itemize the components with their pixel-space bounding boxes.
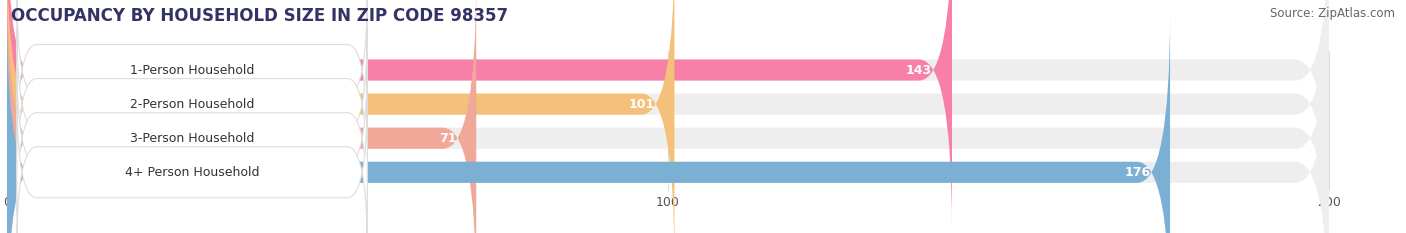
FancyBboxPatch shape — [7, 0, 477, 233]
FancyBboxPatch shape — [17, 0, 367, 147]
Text: OCCUPANCY BY HOUSEHOLD SIZE IN ZIP CODE 98357: OCCUPANCY BY HOUSEHOLD SIZE IN ZIP CODE … — [11, 7, 509, 25]
Text: 2-Person Household: 2-Person Household — [129, 98, 254, 111]
FancyBboxPatch shape — [7, 0, 1329, 230]
Text: 176: 176 — [1125, 166, 1150, 179]
FancyBboxPatch shape — [7, 0, 1329, 233]
FancyBboxPatch shape — [17, 96, 367, 233]
Text: 4+ Person Household: 4+ Person Household — [125, 166, 259, 179]
Text: 101: 101 — [628, 98, 655, 111]
Text: 1-Person Household: 1-Person Household — [129, 64, 254, 76]
FancyBboxPatch shape — [7, 12, 1170, 233]
Text: 71: 71 — [439, 132, 457, 145]
Text: 143: 143 — [905, 64, 932, 76]
FancyBboxPatch shape — [7, 0, 952, 230]
FancyBboxPatch shape — [17, 62, 367, 215]
Text: 3-Person Household: 3-Person Household — [129, 132, 254, 145]
FancyBboxPatch shape — [7, 0, 1329, 233]
Text: Source: ZipAtlas.com: Source: ZipAtlas.com — [1270, 7, 1395, 20]
FancyBboxPatch shape — [17, 27, 367, 181]
FancyBboxPatch shape — [7, 12, 1329, 233]
FancyBboxPatch shape — [7, 0, 675, 233]
